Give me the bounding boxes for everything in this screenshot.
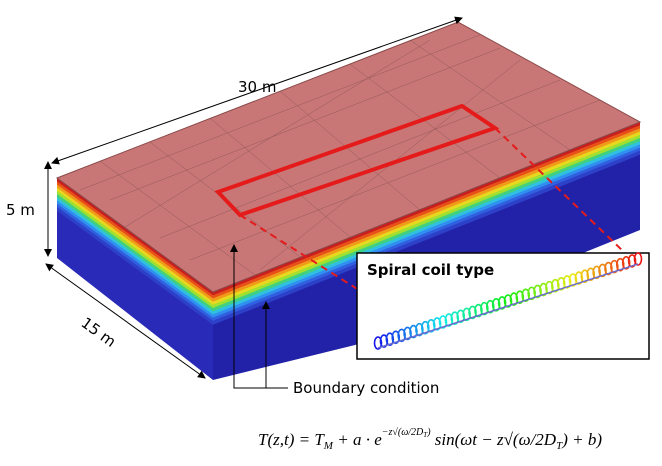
boundary-label: Boundary condition — [293, 379, 439, 397]
eq-part: −z√(ω/2D — [382, 427, 424, 438]
length-label: 30 m — [238, 78, 276, 96]
eq-part: ) + b) — [561, 430, 602, 449]
eq-part: + a · e — [333, 430, 382, 449]
eq-part: sin(ωt − z√(ω/2D — [431, 430, 557, 449]
equation: T(z,t) = TM + a · e−z√(ω/2DT) sin(ωt − z… — [258, 427, 602, 452]
figure: Spiral coil type 30 m 5 m 15 m Boundary … — [0, 0, 662, 466]
eq-part: T(z,t) = T — [258, 430, 325, 449]
inset-title: Spiral coil type — [367, 261, 494, 279]
depth-label: 5 m — [6, 201, 35, 219]
width-label: 15 m — [78, 314, 120, 351]
